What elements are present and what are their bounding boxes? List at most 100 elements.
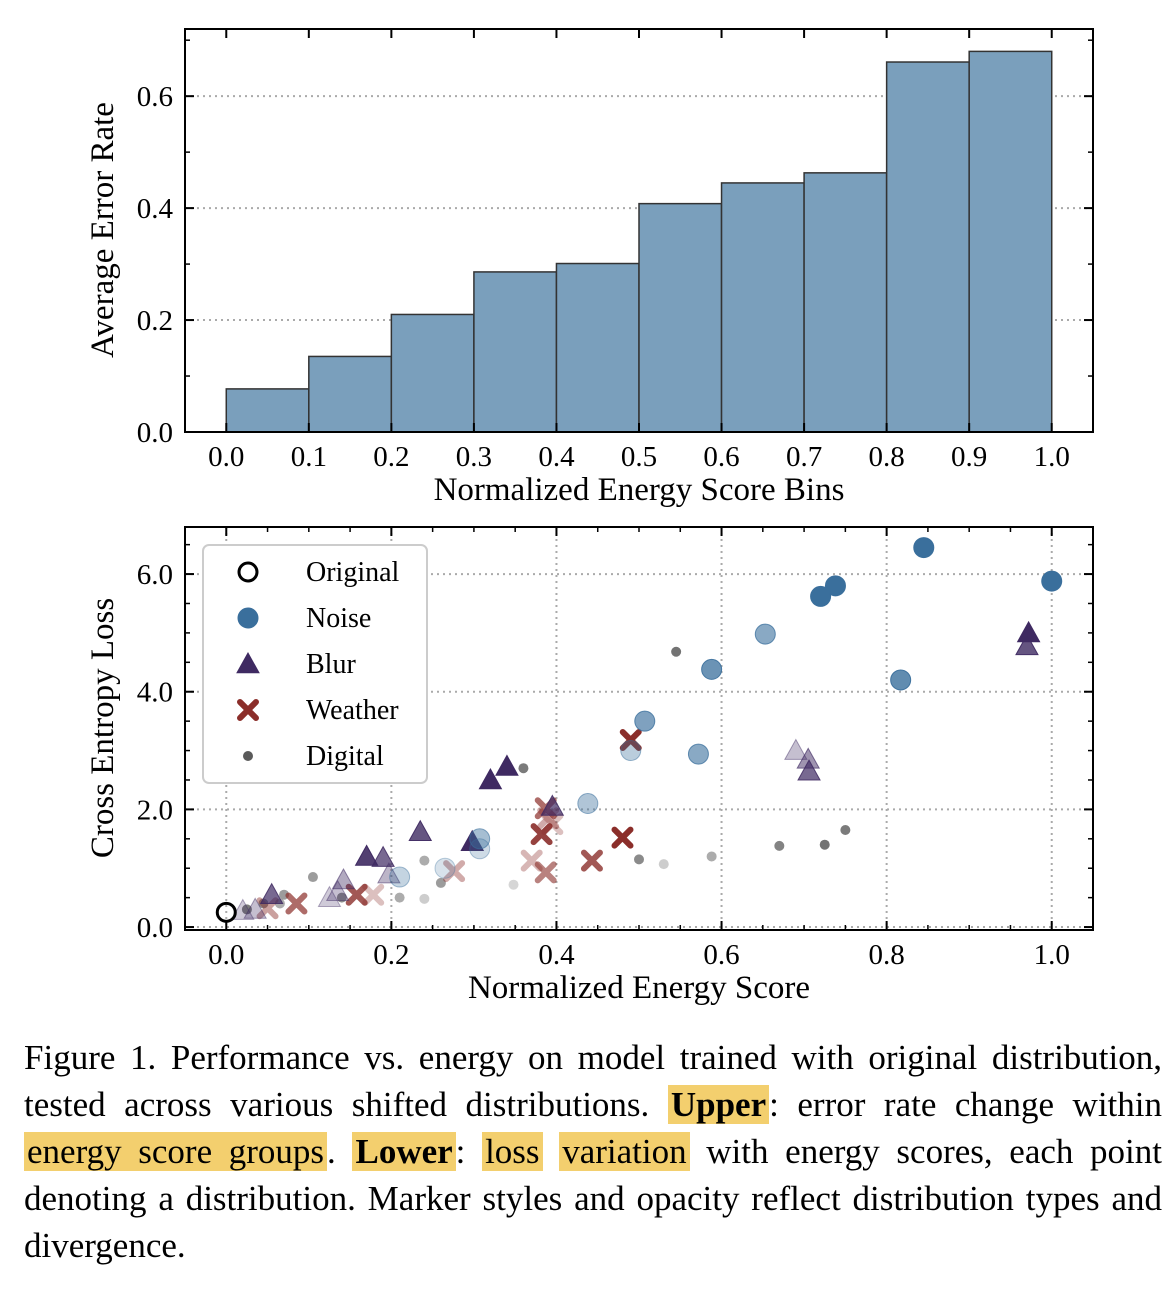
point-noise-10 bbox=[577, 793, 599, 815]
bar-xtick-label: 1.0 bbox=[1034, 441, 1070, 473]
point-blur-4 bbox=[783, 738, 808, 760]
scatter-ytick-label: 0.0 bbox=[137, 912, 173, 944]
point-weather-4 bbox=[530, 823, 553, 846]
point-blur-15 bbox=[317, 885, 342, 907]
point-digital-9 bbox=[419, 855, 430, 866]
legend-label-noise: Noise bbox=[306, 603, 371, 634]
bar-xtick-label: 0.0 bbox=[208, 441, 244, 473]
point-digital-16 bbox=[241, 904, 252, 915]
bar-chart-bars bbox=[225, 50, 1053, 433]
point-digital-11 bbox=[508, 879, 519, 890]
caption-text-4: : bbox=[455, 1132, 483, 1171]
scatter-chart-xlabel: Normalized Energy Score bbox=[468, 970, 810, 1006]
point-digital-6 bbox=[634, 854, 644, 865]
point-blur-12 bbox=[377, 862, 401, 884]
legend-box bbox=[202, 544, 428, 784]
bar-xtick-label: 0.1 bbox=[291, 441, 327, 473]
point-noise-11 bbox=[469, 828, 491, 850]
point-digital-4 bbox=[518, 763, 529, 774]
caption-text-1: Figure 1. Performance vs. energy on mode… bbox=[24, 1038, 1162, 1124]
point-digital-10 bbox=[435, 877, 446, 888]
scatter-xtick-label: 0.2 bbox=[373, 939, 409, 971]
scatter-xtick-label: 0.4 bbox=[538, 939, 575, 971]
bar-xtick-label: 0.8 bbox=[869, 441, 905, 473]
caption-text-3: . bbox=[327, 1132, 353, 1171]
point-blur-13 bbox=[331, 867, 356, 890]
point-blur-18 bbox=[230, 898, 255, 920]
bar-ytick-label: 0.2 bbox=[137, 305, 173, 337]
legend-marker-digital bbox=[243, 751, 253, 761]
bar-1 bbox=[308, 355, 393, 433]
point-digital-17 bbox=[394, 892, 405, 903]
legend-marker-blur bbox=[236, 651, 260, 674]
bar-2 bbox=[390, 313, 475, 433]
point-blur-6 bbox=[797, 759, 821, 781]
bar-xtick-label: 0.7 bbox=[786, 441, 822, 473]
bar-xtick-label: 0.5 bbox=[621, 441, 657, 473]
bar-9 bbox=[968, 50, 1053, 433]
scatter-ytick-label: 2.0 bbox=[137, 794, 173, 826]
bar-chart-ticks: 0.0 0.2 0.4 0.6 0.0 0.1 0.2 0.3 0.4 0.5 0.6 0.7 0.8 0… bbox=[137, 29, 1093, 473]
point-noise-9 bbox=[687, 743, 709, 765]
point-blur-2 bbox=[495, 754, 519, 776]
point-blur-11 bbox=[371, 845, 395, 867]
bar-chart-ylabel: Average Error Rate bbox=[85, 102, 121, 358]
point-digital-19 bbox=[336, 892, 347, 903]
point-blur-3 bbox=[478, 767, 503, 790]
caption-upper-label: Upper bbox=[667, 1085, 770, 1124]
point-noise-7 bbox=[634, 710, 656, 732]
point-noise-8 bbox=[620, 740, 642, 762]
error-rate-bar-chart: 0.0 0.2 0.4 0.6 0.0 0.1 0.2 0.3 0.4 0.5 0.6 0.7 0.8 0… bbox=[85, 28, 1094, 508]
bar-4 bbox=[555, 262, 640, 433]
point-weather-10 bbox=[345, 883, 368, 906]
scatter-xtick-label: 0.8 bbox=[869, 939, 905, 971]
bar-xtick-label: 0.6 bbox=[703, 441, 739, 473]
bar-6 bbox=[720, 182, 805, 433]
figure-caption: Figure 1. Performance vs. energy on mode… bbox=[24, 1034, 1162, 1269]
scatter-ytick-label: 6.0 bbox=[137, 559, 173, 591]
point-weather-8 bbox=[534, 861, 557, 884]
point-noise-0 bbox=[913, 537, 935, 559]
bar-chart-xlabel: Normalized Energy Score Bins bbox=[434, 472, 845, 508]
point-blur-16 bbox=[259, 882, 284, 905]
bar-xtick-label: 0.3 bbox=[456, 441, 492, 473]
point-weather-9 bbox=[443, 860, 466, 883]
point-weather-6 bbox=[580, 849, 603, 872]
legend-label-digital: Digital bbox=[306, 741, 384, 772]
caption-text-5: with energy scores, each point denoting … bbox=[24, 1132, 1163, 1265]
bar-0 bbox=[225, 388, 310, 433]
point-weather-12 bbox=[285, 892, 308, 915]
loss-scatter-chart: 0.0 2.0 4.0 6.0 0.0 0.2 0.4 0.6 0.8 1.0 Original N… bbox=[85, 526, 1094, 1006]
scatter-chart-ylabel: Cross Entropy Loss bbox=[85, 598, 121, 858]
point-blur-1 bbox=[1015, 633, 1039, 656]
scatter-chart-ticks: 0.0 2.0 4.0 6.0 0.0 0.2 0.4 0.6 0.8 1.0 bbox=[137, 527, 1093, 971]
point-blur-14 bbox=[325, 879, 350, 902]
legend-label-blur: Blur bbox=[306, 649, 356, 680]
point-noise-5 bbox=[701, 658, 723, 680]
point-noise-12 bbox=[469, 838, 491, 860]
legend-label-weather: Weather bbox=[306, 695, 399, 726]
bar-ytick-label: 0.4 bbox=[137, 193, 174, 225]
figure: 0.0 0.2 0.4 0.6 0.0 0.1 0.2 0.3 0.4 0.5 0.6 0.7 0.8 0… bbox=[85, 28, 1094, 1006]
point-digital-8 bbox=[706, 851, 717, 862]
point-digital-0 bbox=[671, 646, 682, 657]
bar-xtick-label: 0.9 bbox=[951, 441, 987, 473]
scatter-ytick-label: 4.0 bbox=[137, 677, 173, 709]
point-noise-14 bbox=[434, 857, 456, 879]
bar-xtick-label: 0.4 bbox=[538, 441, 575, 473]
point-noise-6 bbox=[890, 669, 912, 691]
point-digital-12 bbox=[307, 872, 318, 883]
point-weather-0 bbox=[619, 728, 642, 751]
legend-marker-weather bbox=[237, 699, 259, 721]
caption-highlight-energy-groups: energy score groups bbox=[24, 1132, 328, 1171]
bar-ytick-label: 0.6 bbox=[137, 81, 173, 113]
caption-highlight-variation: variation bbox=[559, 1132, 690, 1171]
scatter-xtick-label: 0.0 bbox=[208, 939, 244, 971]
bar-8 bbox=[885, 61, 970, 433]
point-noise-1 bbox=[1041, 570, 1063, 592]
point-weather-5 bbox=[611, 826, 634, 849]
scatter-xtick-label: 0.6 bbox=[703, 939, 739, 971]
point-blur-17 bbox=[243, 897, 268, 919]
point-noise-4 bbox=[754, 623, 776, 645]
caption-text-2: : error rate change within bbox=[769, 1085, 1162, 1124]
